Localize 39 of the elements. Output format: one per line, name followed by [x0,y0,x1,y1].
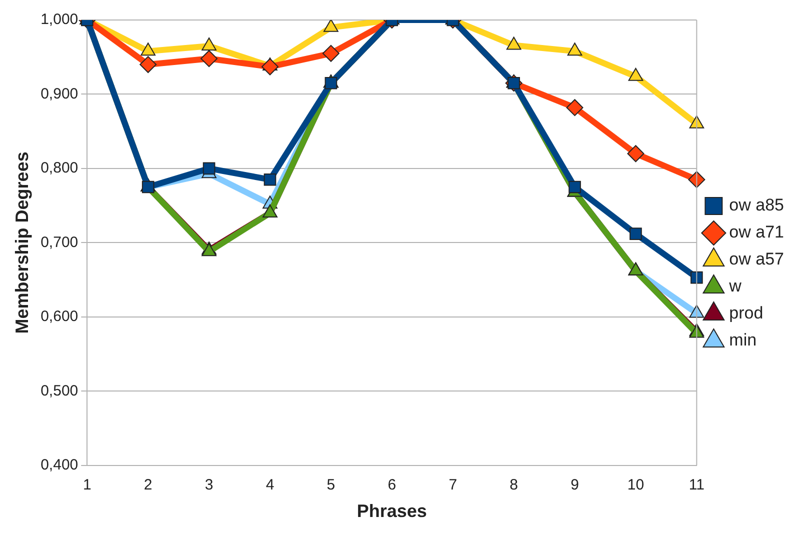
x-tick-label: 4 [266,476,274,494]
x-tick-label: 5 [326,476,336,494]
x-tick-label: 1 [82,476,92,494]
x-tick-label: 8 [510,476,518,494]
y-tick-label: 0,700 [40,234,78,251]
point [690,271,703,284]
legend-label: w [728,276,742,296]
point [142,180,154,194]
point [202,162,216,175]
legend-label: prod [729,304,764,323]
point [262,58,278,76]
y-tick-label: 0,500 [40,382,78,400]
x-tick-label: 7 [448,476,458,494]
legend-label: ow a71 [729,222,784,242]
x-tick-label: 3 [204,476,214,494]
x-tick-label: 10 [627,476,644,494]
x-axis-title: Phrases [356,501,427,522]
point [568,180,581,194]
point [200,50,218,68]
y-tick-label: 0,900 [40,85,78,102]
y-tick-label: 0,400 [40,456,78,474]
y-tick-label: 0,800 [40,160,78,177]
point [140,56,157,74]
y-axis-title: Membership Degrees [12,152,32,334]
point [324,76,338,90]
point [322,44,340,62]
legend-label: min [729,330,757,350]
x-tick-label: 6 [388,476,396,494]
x-tick-label: 11 [688,476,704,494]
x-tick-label: 9 [570,476,579,494]
point [264,173,276,186]
legend-label: ow a57 [729,250,784,269]
y-tick-label: 0,600 [40,308,78,326]
x-tick-label: 2 [144,476,152,494]
point [627,145,644,162]
legend-label: ow a85 [729,196,784,215]
point [630,228,642,240]
y-tick-label: 1,000 [40,11,78,28]
point [566,99,584,116]
